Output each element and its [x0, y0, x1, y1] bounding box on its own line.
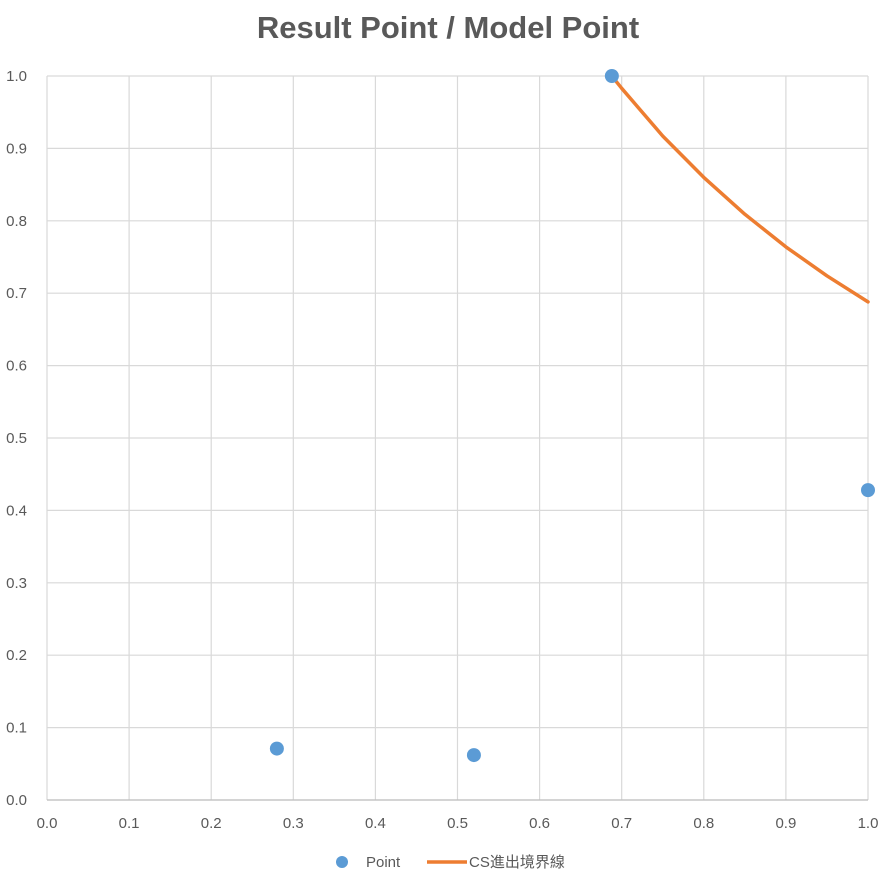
x-tick-label: 0.9: [775, 815, 796, 832]
legend-line-label: CS進出境界線: [469, 853, 565, 871]
legend: Point CS進出境界線: [336, 853, 565, 871]
y-tick-label: 0.5: [6, 430, 27, 447]
x-tick-label: 0.1: [119, 815, 140, 832]
y-tick-label: 0.4: [6, 502, 27, 519]
data-point: [466, 748, 481, 763]
x-tick-label: 0.2: [201, 815, 222, 832]
y-tick-label: 0.9: [6, 140, 27, 157]
y-tick-label: 0.0: [6, 792, 27, 809]
y-axis-tick-labels: 0.0 0.1 0.2 0.3 0.4 0.5 0.6 0.7 0.8 0.9 1.0: [6, 68, 27, 809]
y-tick-label: 1.0: [6, 68, 27, 85]
legend-point-marker: [336, 856, 348, 868]
x-tick-label: 0.6: [529, 815, 550, 832]
boundary-line: [610, 74, 870, 304]
boundary-line-series: [610, 74, 870, 304]
y-tick-label: 0.7: [6, 285, 27, 302]
point-series: [269, 69, 875, 763]
y-tick-label: 0.8: [6, 213, 27, 230]
x-tick-label: 0.7: [611, 815, 632, 832]
x-tick-label: 0.0: [37, 815, 58, 832]
data-point: [269, 741, 284, 756]
x-tick-label: 1.0: [858, 815, 879, 832]
x-tick-label: 0.8: [693, 815, 714, 832]
chart-title: Result Point / Model Point: [256, 10, 640, 45]
data-point: [604, 69, 619, 83]
data-point: [861, 483, 875, 498]
y-tick-label: 0.6: [6, 358, 27, 375]
y-tick-label: 0.2: [6, 647, 27, 664]
legend-point-label: Point: [366, 854, 401, 871]
x-axis-tick-labels: 0.0 0.1 0.2 0.3 0.4 0.5 0.6 0.7 0.8 0.9 1.0: [37, 815, 879, 832]
x-tick-label: 0.4: [365, 815, 386, 832]
y-tick-label: 0.3: [6, 575, 27, 592]
y-tick-label: 0.1: [6, 720, 27, 737]
x-tick-label: 0.5: [447, 815, 468, 832]
x-tick-label: 0.3: [283, 815, 304, 832]
grid-lines: [46, 75, 869, 801]
